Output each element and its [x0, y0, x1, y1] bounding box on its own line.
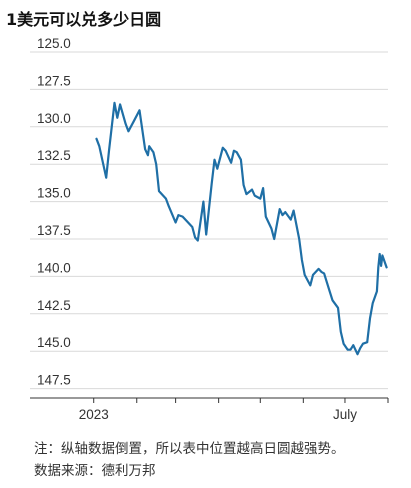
chart-source: 数据来源：德利万邦 — [34, 463, 156, 479]
x-tick-label: 2023 — [79, 407, 109, 422]
y-tick-label: 147.5 — [37, 373, 71, 388]
chart-title: 1美元可以兑多少日圆 — [6, 10, 162, 29]
series-line — [95, 101, 388, 356]
series-layer — [95, 101, 388, 356]
y-tick-label: 125.0 — [37, 36, 71, 51]
y-tick-label: 140.0 — [37, 260, 71, 275]
grid-layer — [30, 51, 388, 390]
y-tick-label: 142.5 — [37, 298, 71, 313]
y-tick-label: 132.5 — [37, 148, 71, 163]
y-tick-label: 127.5 — [37, 73, 71, 88]
x-axis — [30, 397, 389, 403]
y-tick-label: 135.0 — [37, 186, 71, 201]
y-tick-label: 145.0 — [37, 335, 71, 350]
tick-labels: 125.0 127.5 130.0 132.5 135.0 137.5 140.0 142.5… — [37, 36, 357, 422]
chart-note: 注：纵轴数据倒置，所以表中位置越高日圆越强势。 — [34, 441, 345, 457]
x-tick-label: July — [333, 407, 357, 422]
y-tick-label: 137.5 — [37, 223, 71, 238]
y-tick-label: 130.0 — [37, 111, 71, 126]
